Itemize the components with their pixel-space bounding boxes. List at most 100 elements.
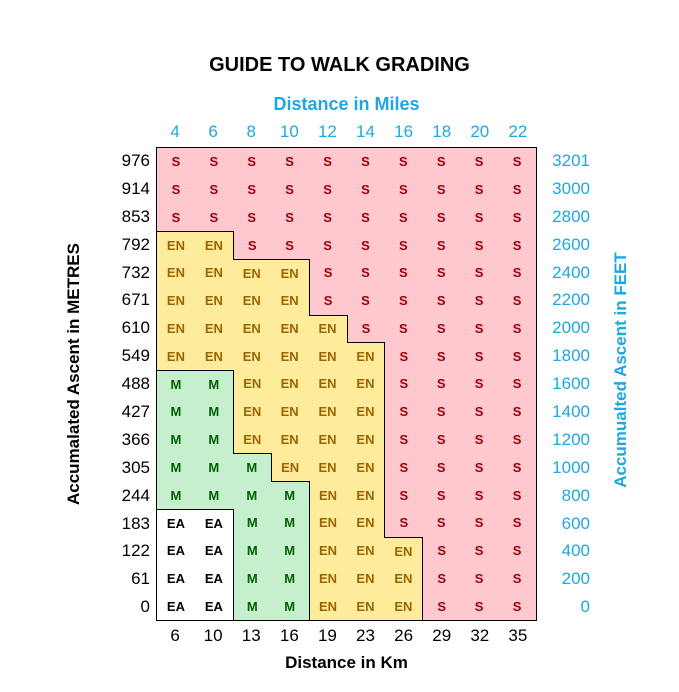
grade-cell: S <box>157 148 195 176</box>
grade-cell: EN <box>346 453 385 482</box>
tick-label: 1600 <box>552 374 590 394</box>
grade-cell: S <box>270 175 309 204</box>
tick-label: 35 <box>508 626 528 645</box>
grade-cell: S <box>384 259 423 287</box>
grade-cell: EN <box>346 536 385 565</box>
grade-cell: S <box>422 203 461 232</box>
grade-cell: EA <box>194 564 233 593</box>
grade-cell: M <box>194 453 233 482</box>
tick-label: 800 <box>561 485 590 505</box>
tick-label: 200 <box>561 569 590 589</box>
grade-cell: S <box>384 481 423 509</box>
grade-cell: EN <box>270 342 309 371</box>
grade-cell: S <box>422 148 461 176</box>
tick-label: 16 <box>394 122 414 141</box>
grade-cell: EN <box>270 425 309 454</box>
grade-cell: S <box>384 203 423 232</box>
grade-cell: S <box>460 481 499 509</box>
grade-cell: S <box>498 342 536 371</box>
grade-cell: EN <box>157 342 195 371</box>
grade-cell: EN <box>194 259 233 287</box>
grade-cell: M <box>157 481 195 509</box>
grade-cell: S <box>460 203 499 232</box>
grade-cell: S <box>498 564 536 593</box>
km-axis-label: Distance in Km <box>285 653 408 672</box>
grade-cell: EN <box>232 342 271 371</box>
grade-cell: S <box>270 231 309 260</box>
grade-cell: S <box>422 314 461 343</box>
tick-label: 29 <box>432 626 452 645</box>
tick-label: 427 <box>121 402 150 422</box>
tick-label: 853 <box>121 206 150 226</box>
grade-cell: EN <box>346 370 385 398</box>
grade-cell: S <box>460 508 499 537</box>
feet-axis-ticks: 3201 3000 2800 2600 2400 2200 2000 1800 1600 1400… <box>540 147 590 621</box>
grade-cell: S <box>498 370 536 398</box>
grade-cell: M <box>232 592 271 620</box>
tick-label: 671 <box>121 290 150 310</box>
grade-cell: S <box>384 231 423 260</box>
grade-cell: EN <box>232 397 271 426</box>
tick-label: 2200 <box>552 290 590 310</box>
tick-label: 0 <box>580 597 590 617</box>
grade-cell: EN <box>232 286 271 315</box>
grade-cell: S <box>460 342 499 371</box>
tick-label: 183 <box>121 513 150 533</box>
tick-label: 26 <box>394 626 414 645</box>
tick-label: 6 <box>170 626 180 645</box>
tick-label: 366 <box>121 429 150 449</box>
grade-cell: EN <box>157 231 195 260</box>
grade-cell: S <box>422 592 461 620</box>
grade-cell: EA <box>157 508 195 537</box>
grade-cell: EN <box>384 564 423 593</box>
tick-label: 16 <box>279 626 299 645</box>
km-axis-ticks: 6 10 13 16 19 23 26 29 32 35 <box>156 626 537 646</box>
grade-cell: EN <box>308 370 347 398</box>
grade-cell: EN <box>232 425 271 454</box>
grade-cell: S <box>422 536 461 565</box>
grade-cell: S <box>232 175 271 204</box>
grade-cell: S <box>232 203 271 232</box>
grade-cell: EN <box>308 425 347 454</box>
tick-label: 1800 <box>552 346 590 366</box>
grade-cell: M <box>157 425 195 454</box>
grade-cell: EN <box>194 342 233 371</box>
grade-cell: EN <box>270 453 309 482</box>
grade-cell: S <box>346 286 385 315</box>
grade-cell: EN <box>384 592 423 620</box>
tick-label: 400 <box>561 541 590 561</box>
grade-cell: EN <box>157 314 195 343</box>
miles-axis-ticks: 4 6 8 10 12 14 16 18 20 22 <box>156 122 537 142</box>
tick-label: 3201 <box>552 151 590 170</box>
grade-cell: M <box>194 397 233 426</box>
grade-cell: S <box>422 259 461 287</box>
grade-cell: S <box>157 203 195 232</box>
feet-axis-label: Accumualted Ascent in FEET <box>611 252 630 488</box>
grade-cell: S <box>194 148 233 176</box>
tick-label: 976 <box>121 151 150 170</box>
grade-cell: S <box>460 536 499 565</box>
grade-cell: S <box>498 481 536 509</box>
grade-cell: S <box>460 425 499 454</box>
grade-cell: EN <box>308 453 347 482</box>
tick-label: 2600 <box>552 234 590 254</box>
tick-label: 2800 <box>552 206 590 226</box>
grade-cell: S <box>422 425 461 454</box>
grade-cell: S <box>346 259 385 287</box>
grade-cell: S <box>498 203 536 232</box>
grade-cell: EN <box>308 342 347 371</box>
tick-label: 1400 <box>552 402 590 422</box>
grade-cell: S <box>422 231 461 260</box>
grade-cell: EA <box>157 564 195 593</box>
tick-label: 122 <box>121 541 150 561</box>
grade-cell: S <box>384 286 423 315</box>
grade-cell: EA <box>194 536 233 565</box>
grade-cell: M <box>270 508 309 537</box>
grade-cell: S <box>194 203 233 232</box>
grade-cell: M <box>157 453 195 482</box>
tick-label: 32 <box>470 626 490 645</box>
grade-cell: EN <box>308 536 347 565</box>
grade-cell: EN <box>270 286 309 315</box>
grade-cell: S <box>498 397 536 426</box>
grade-cell: M <box>194 481 233 509</box>
